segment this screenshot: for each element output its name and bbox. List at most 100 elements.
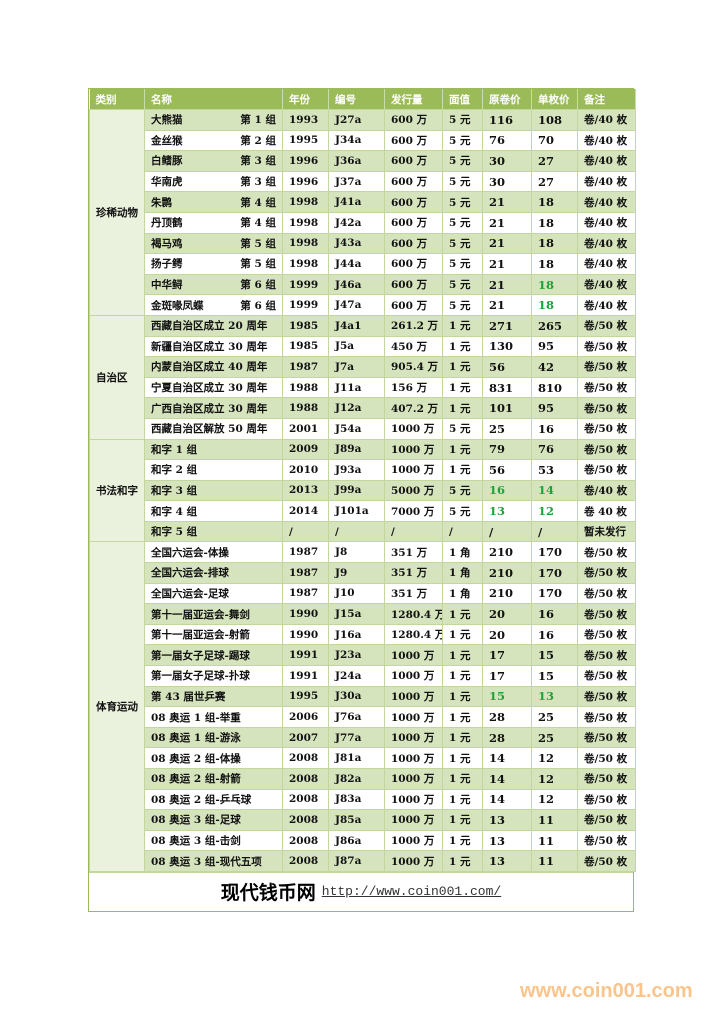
coin-name: 中华鲟 <box>151 279 183 292</box>
roll-price-cell: 25 <box>482 417 532 440</box>
single-price-cell: 18 <box>531 211 578 234</box>
single-price-cell: 12 <box>531 500 578 522</box>
code-cell: J34a <box>328 129 385 152</box>
roll-price-cell: 28 <box>482 706 532 728</box>
year-cell: 1988 <box>282 397 329 419</box>
face-value-cell: 1 元 <box>442 459 483 481</box>
name-cell: 08 奥运 2 组-体操 <box>144 747 283 769</box>
roll-price-cell: 13 <box>482 850 532 872</box>
year-cell: 1999 <box>282 273 329 296</box>
note-cell: 卷/40 枚 <box>577 150 636 172</box>
coin-set: 第 3 组 <box>240 155 276 168</box>
code-cell: J87a <box>328 850 385 872</box>
code-cell: J89a <box>328 438 385 461</box>
name-cell: 华南虎 第 3 组 <box>144 170 283 193</box>
coin-name: 金斑喙凤蝶 <box>151 299 204 312</box>
face-value-cell: 1 元 <box>442 438 483 461</box>
name-cell: 中华鲟 第 6 组 <box>144 273 283 296</box>
roll-price-cell: 56 <box>482 356 532 378</box>
name-cell: 西藏自治区成立 20 周年 <box>144 314 283 337</box>
single-price-cell: 810 <box>531 376 578 399</box>
roll-price-cell: 16 <box>482 479 532 502</box>
coin-name: 08 奥运 1 组-举重 <box>151 711 241 724</box>
coin-name: 08 奥运 3 组-击剑 <box>151 835 241 848</box>
year-cell: 1998 <box>282 211 329 234</box>
code-cell: J86a <box>328 829 385 852</box>
single-price-cell: 70 <box>531 129 578 152</box>
note-cell: 卷/40 枚 <box>577 109 636 131</box>
roll-price-cell: 21 <box>482 211 532 234</box>
name-cell: 08 奥运 3 组-击剑 <box>144 829 283 852</box>
name-cell: 全国六运会-足球 <box>144 582 283 605</box>
name-cell: 金丝猴 第 2 组 <box>144 129 283 152</box>
roll-price-cell: 116 <box>482 109 532 131</box>
name-cell: 08 奥运 2 组-乒乓球 <box>144 788 283 811</box>
roll-price-cell: 210 <box>482 541 532 564</box>
face-value-cell: 1 元 <box>442 376 483 399</box>
single-price-cell: 95 <box>531 335 578 358</box>
roll-price-cell: 21 <box>482 191 532 213</box>
coin-name: 08 奥运 1 组-游泳 <box>151 732 241 745</box>
year-cell: 2008 <box>282 829 329 852</box>
site-url-link[interactable]: http://www.coin001.com/ <box>321 884 502 900</box>
issue-cell: 351 万 <box>384 582 443 605</box>
code-cell: J46a <box>328 273 385 296</box>
year-cell: 1985 <box>282 335 329 358</box>
note-cell: 卷 40 枚 <box>577 500 636 522</box>
issue-cell: 450 万 <box>384 335 443 358</box>
code-cell: J42a <box>328 211 385 234</box>
note-cell: 卷/50 枚 <box>577 809 636 831</box>
year-cell: 1991 <box>282 644 329 667</box>
coin-name: 08 奥运 2 组-射箭 <box>151 773 241 786</box>
name-cell: 全国六运会-排球 <box>144 562 283 584</box>
coin-set: 第 1 组 <box>240 114 276 127</box>
name-cell: 和字 2 组 <box>144 459 283 481</box>
single-price-cell: 25 <box>531 706 578 728</box>
year-cell: 2008 <box>282 788 329 811</box>
column-header-roll-price: 原卷价 <box>482 89 532 110</box>
coin-name: 金丝猴 <box>151 134 183 147</box>
column-header-single-price: 单枚价 <box>531 89 578 110</box>
code-cell: J93a <box>328 459 385 481</box>
single-price-cell: 12 <box>531 747 578 769</box>
face-value-cell: 5 元 <box>442 479 483 502</box>
face-value-cell: 1 元 <box>442 788 483 811</box>
year-cell: 2013 <box>282 479 329 502</box>
issue-cell: 600 万 <box>384 170 443 193</box>
roll-price-cell: 21 <box>482 253 532 275</box>
coin-name: 08 奥运 3 组-足球 <box>151 814 241 827</box>
issue-cell: 1280.4 万 <box>384 623 443 646</box>
roll-price-cell: 14 <box>482 747 532 769</box>
coin-name: 广西自治区成立 30 周年 <box>151 402 268 415</box>
single-price-cell: 42 <box>531 356 578 378</box>
name-cell: 第十一届亚运会-舞剑 <box>144 603 283 625</box>
watermark: www.coin001.com <box>520 980 693 1002</box>
coin-name: 扬子鳄 <box>151 258 183 271</box>
price-table-sheet: 类别 名称 年份 编号 发行量 面值 原卷价 单枚价 备注 珍稀动物 大熊猫第 1 组 1993 J2… <box>88 88 636 912</box>
column-header-year: 年份 <box>282 89 329 110</box>
category-cell: 自治区 <box>89 314 145 440</box>
name-cell: 朱鹮 第 4 组 <box>144 191 283 213</box>
code-cell: J27a <box>328 109 385 131</box>
roll-price-cell: 15 <box>482 685 532 708</box>
year-cell: 2008 <box>282 809 329 831</box>
issue-cell: 351 万 <box>384 541 443 564</box>
face-value-cell: 1 元 <box>442 665 483 687</box>
roll-price-cell: 14 <box>482 788 532 811</box>
coin-name: 新疆自治区成立 30 周年 <box>151 340 268 353</box>
single-price-cell: 27 <box>531 170 578 193</box>
year-cell: 2006 <box>282 706 329 728</box>
face-value-cell: 1 元 <box>442 850 483 872</box>
code-cell: J15a <box>328 603 385 625</box>
note-cell: 卷/50 枚 <box>577 768 636 790</box>
year-cell: 1996 <box>282 150 329 172</box>
